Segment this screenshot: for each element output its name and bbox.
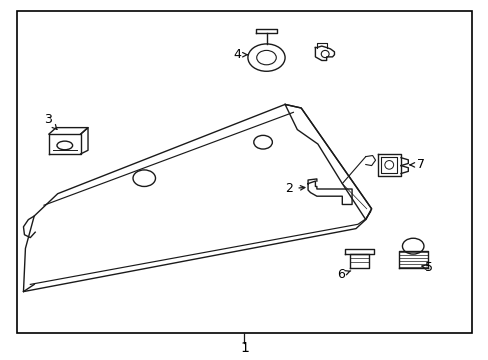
Text: 5: 5: [421, 261, 432, 274]
Text: 3: 3: [44, 113, 57, 129]
Text: 7: 7: [409, 158, 424, 171]
Text: 2: 2: [285, 182, 304, 195]
Text: 4: 4: [233, 48, 247, 61]
Bar: [17, 11, 471, 333]
Text: 6: 6: [337, 268, 350, 281]
Text: 1: 1: [240, 341, 248, 355]
